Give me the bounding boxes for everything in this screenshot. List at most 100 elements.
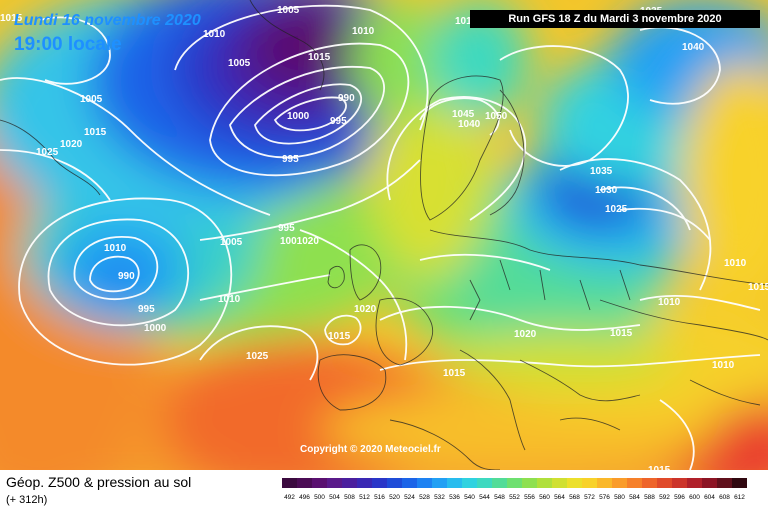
scale-swatch [687, 478, 702, 488]
scale-tick-label: 608 [719, 494, 730, 501]
scale-swatch [552, 478, 567, 488]
scale-tick-label: 568 [569, 494, 580, 501]
scale-swatch [462, 478, 477, 488]
scale-tick-label: 556 [524, 494, 535, 501]
scale-tick-label: 596 [674, 494, 685, 501]
footer-subtitle: (+ 312h) [6, 494, 48, 506]
scale-tick-label: 572 [584, 494, 595, 501]
scale-tick-label: 604 [704, 494, 715, 501]
isobar-label: 1015 [748, 282, 768, 293]
isobar-label: 1025 [36, 147, 59, 158]
scale-swatch [627, 478, 642, 488]
footer: Géop. Z500 & pression au sol (+ 312h) 49… [0, 470, 768, 512]
scale-swatch [567, 478, 582, 488]
scale-tick-label: 524 [404, 494, 415, 501]
isobar-label: 995 [330, 116, 347, 127]
isobars [0, 4, 761, 470]
scale-tick-label: 564 [554, 494, 565, 501]
isobar-label: 1010 [658, 297, 681, 308]
isobar-label: 1005 [277, 5, 300, 16]
isobar-labels: 1015100510051020101510251010101510051010… [0, 5, 768, 470]
scale-tick-label: 536 [449, 494, 460, 501]
isobar-label: 1025 [246, 351, 269, 362]
scale-swatch [372, 478, 387, 488]
scale-tick-label: 600 [689, 494, 700, 501]
scale-tick-label: 504 [329, 494, 340, 501]
scale-swatch [327, 478, 342, 488]
scale-swatch [342, 478, 357, 488]
scale-tick-label: 492 [284, 494, 295, 501]
scale-swatch [702, 478, 717, 488]
scale-swatch [672, 478, 687, 488]
scale-tick-label: 576 [599, 494, 610, 501]
scale-swatch [387, 478, 402, 488]
isobar-label: 1005 [228, 58, 251, 69]
scale-tick-label: 552 [509, 494, 520, 501]
scale-swatch [717, 478, 732, 488]
scale-tick-label: 520 [389, 494, 400, 501]
color-scale: 492 496 500 504 508 512 516 520 524 528 532 536 540 5… [282, 478, 747, 501]
scale-swatch [447, 478, 462, 488]
scale-swatch [597, 478, 612, 488]
isobar-label: 1015 [308, 52, 331, 63]
scale-tick-label: 548 [494, 494, 505, 501]
isobar-label: 1015 [0, 13, 23, 24]
scale-tick-label: 580 [614, 494, 625, 501]
isobar-label: 1015 [648, 465, 671, 470]
scale-swatch [402, 478, 417, 488]
isobar-label: 1000 [144, 323, 167, 334]
isobar-label: 1020 [354, 304, 377, 315]
scale-tick-label: 544 [479, 494, 490, 501]
scale-swatch [432, 478, 447, 488]
isobar-label: 1010 [203, 29, 226, 40]
isobar-label: 1015 [610, 328, 633, 339]
scale-swatch [507, 478, 522, 488]
isobar-label: 990 [118, 271, 135, 282]
isobar-label: 1010 [455, 16, 478, 27]
scale-tick-label: 496 [299, 494, 310, 501]
scale-swatch [492, 478, 507, 488]
isobar-label: 1040 [682, 42, 705, 53]
isobar-label: 1045 [452, 109, 475, 120]
isobar-label: 1015 [84, 127, 107, 138]
isobar-label: 1010 [104, 243, 127, 254]
isobar-label: 1001020 [280, 236, 319, 247]
scale-swatch [582, 478, 597, 488]
scale-tick-label: 512 [359, 494, 370, 501]
isobar-label: 1010 [724, 258, 747, 269]
isobar-label: 1010 [352, 26, 375, 37]
isobar-label: 995 [282, 154, 299, 165]
isobar-label: 1015 [328, 331, 351, 342]
scale-tick-label: 584 [629, 494, 640, 501]
scale-swatch [477, 478, 492, 488]
forecast-time: 19:00 locale [14, 34, 122, 55]
scale-swatch [537, 478, 552, 488]
scale-swatch [657, 478, 672, 488]
isobar-label: 1010 [218, 294, 241, 305]
scale-swatch [312, 478, 327, 488]
scale-tick-label: 592 [659, 494, 670, 501]
isobar-label: 1020 [514, 329, 537, 340]
run-info: Run GFS 18 Z du Mardi 3 novembre 2020 [470, 10, 760, 28]
scale-swatch [282, 478, 297, 488]
isobar-label: 990 [338, 93, 355, 104]
scale-swatch [522, 478, 537, 488]
scale-tick-label: 528 [419, 494, 430, 501]
scale-swatch [612, 478, 627, 488]
scale-tick-label: 508 [344, 494, 355, 501]
scale-swatch [417, 478, 432, 488]
scale-tick-label: 588 [644, 494, 655, 501]
scale-tick-label: 500 [314, 494, 325, 501]
footer-title: Géop. Z500 & pression au sol [6, 474, 192, 490]
isobar-label: 1020 [60, 139, 83, 150]
geopotential-field [0, 0, 768, 470]
scale-swatch [357, 478, 372, 488]
scale-tick-label: 532 [434, 494, 445, 501]
isobar-label: 1005 [220, 237, 243, 248]
copyright-notice: Copyright © 2020 Meteociel.fr [300, 444, 441, 455]
weather-map: 1015100510051020101510251010101510051010… [0, 0, 768, 470]
scale-swatch [642, 478, 657, 488]
scale-tick-label: 560 [539, 494, 550, 501]
isobar-label: 1030 [595, 185, 618, 196]
isobar-label: 1005 [80, 94, 103, 105]
